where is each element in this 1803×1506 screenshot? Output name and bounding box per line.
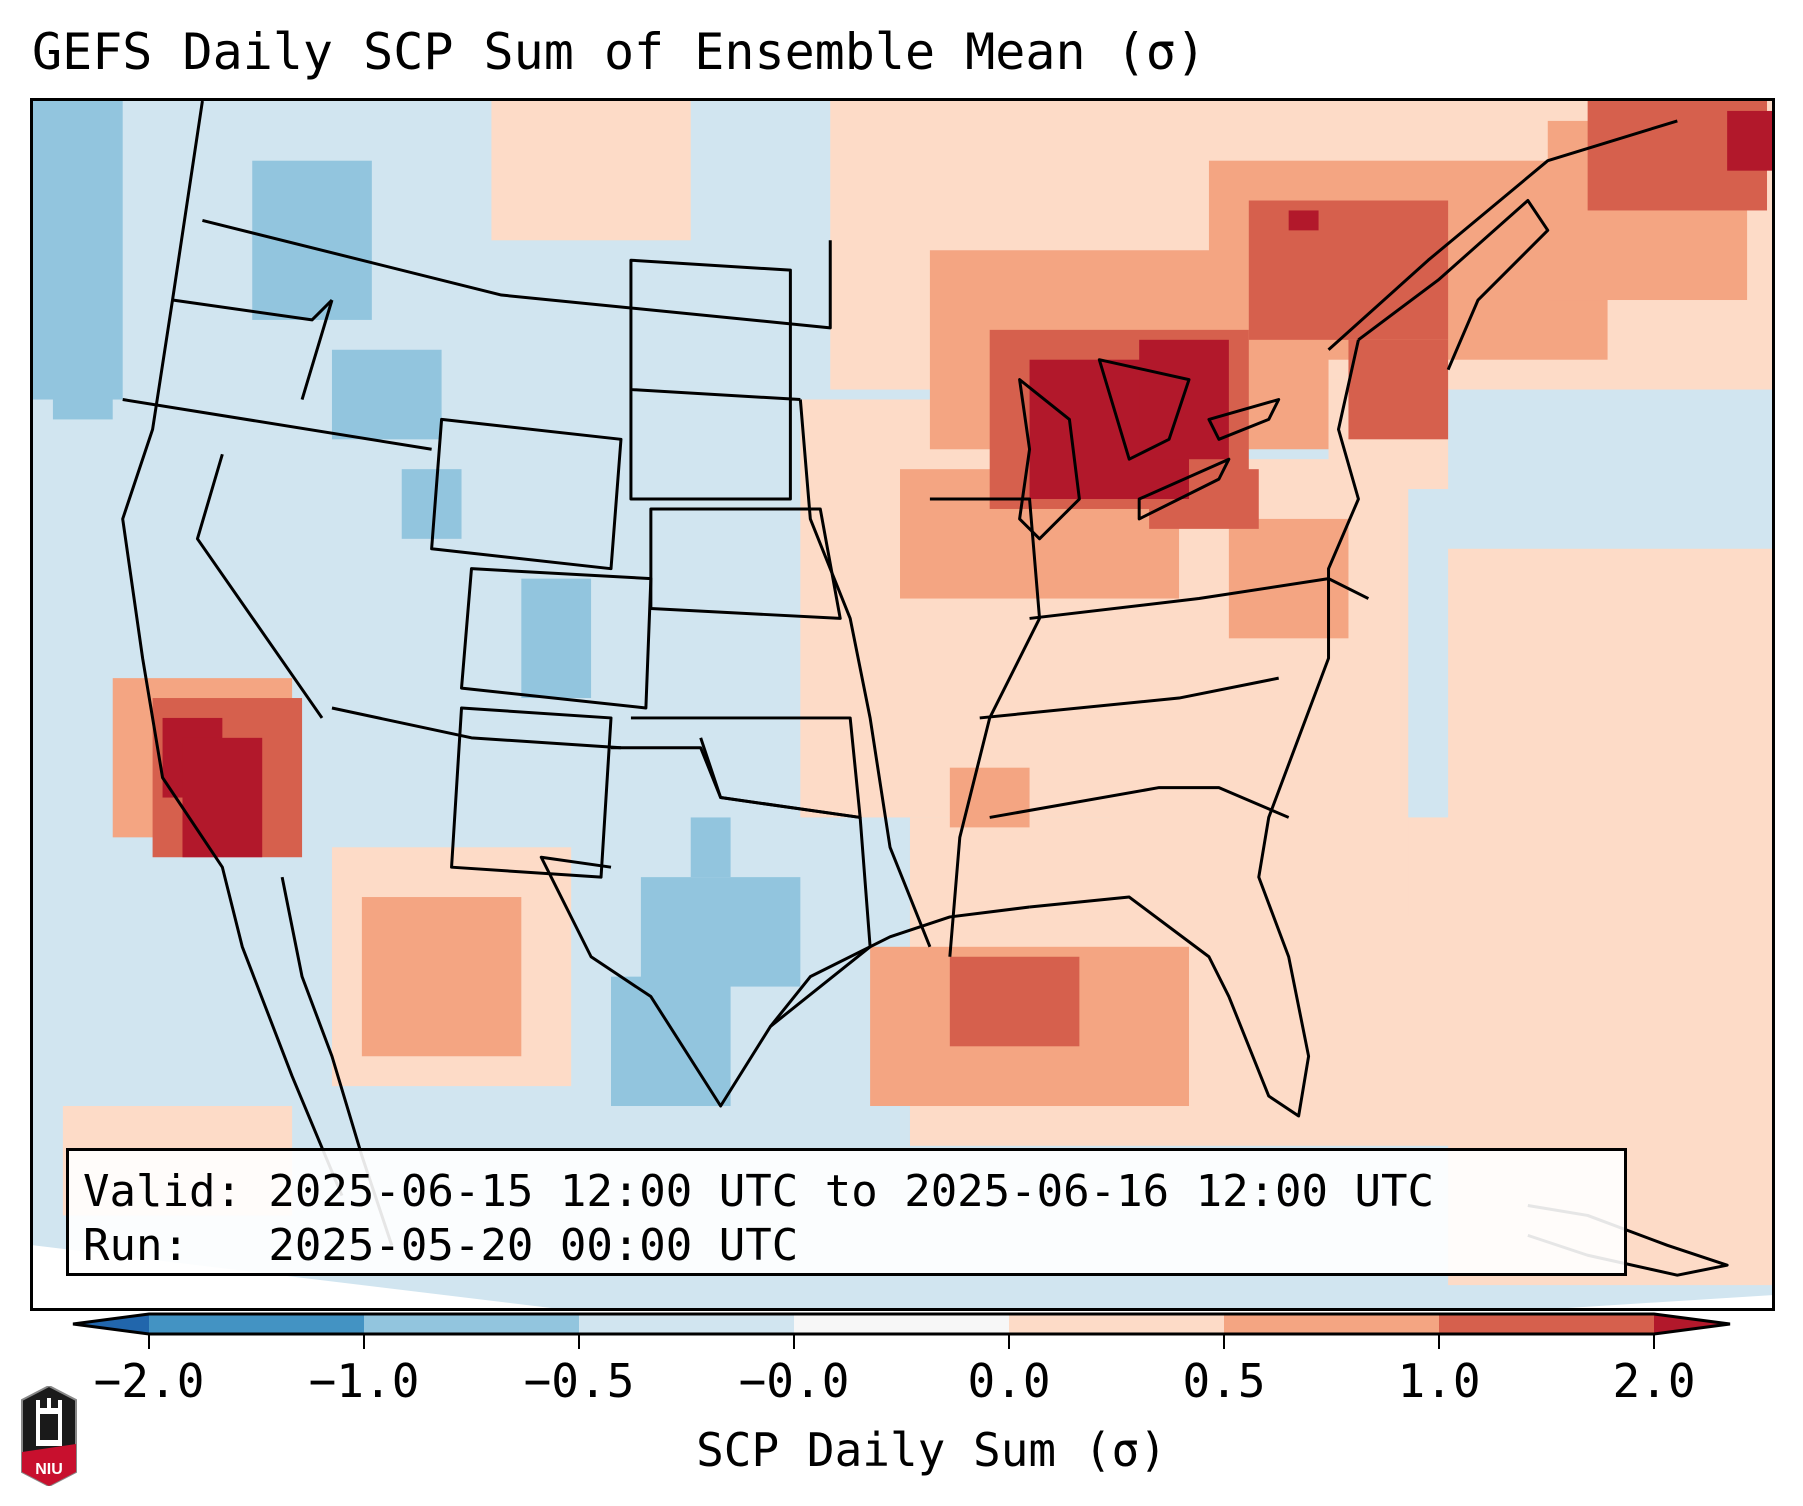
- gulf-coast: [769, 905, 1030, 1028]
- colorbar-extend-min: [73, 1314, 149, 1334]
- colorbar-segment: [579, 1314, 795, 1334]
- southeast: [989, 786, 1290, 819]
- id-mt: [300, 299, 334, 400]
- colorbar-segment: [364, 1314, 580, 1334]
- chart-title: GEFS Daily SCP Sum of Ensemble Mean (σ): [32, 23, 1206, 81]
- nv: [195, 453, 324, 719]
- colorbar-tick-label: −0.0: [738, 1354, 850, 1408]
- east-coast: [1029, 339, 1360, 1118]
- niu-logo-icon: NIU: [21, 1386, 77, 1486]
- midwest: [929, 497, 1042, 957]
- colorbar-tick-label: 0.5: [1182, 1354, 1266, 1408]
- colorbar-tick-label: −2.0: [93, 1354, 205, 1408]
- valid-run-info-box: Valid: 2025-06-15 12:00 UTC to 2025-06-1…: [66, 1148, 1627, 1276]
- state-borders: [121, 101, 1729, 1277]
- or-wa: [172, 298, 334, 322]
- colorbar-segment: [1439, 1314, 1655, 1334]
- lake-ontario: [1207, 398, 1281, 441]
- canada-border: [202, 218, 832, 330]
- dakotas: [629, 258, 801, 501]
- colorbar-tick-label: −1.0: [308, 1354, 420, 1408]
- ks-ne: [649, 507, 842, 620]
- nm: [450, 706, 613, 879]
- colorbar: [72, 1312, 1731, 1349]
- colorbar-tick-label: 0.0: [967, 1354, 1051, 1408]
- heatmap-cells-extreme-positive: [162, 110, 1772, 858]
- colorbar-tick-label: 2.0: [1612, 1354, 1696, 1408]
- run-time-text: Run: 2025-05-20 00:00 UTC: [83, 1220, 799, 1271]
- colorbar-tick-label: −0.5: [523, 1354, 635, 1408]
- mississippi: [798, 399, 932, 948]
- ut-az: [331, 706, 622, 750]
- scp-heatmap: [33, 101, 1772, 1308]
- ohio-valley: [1029, 577, 1370, 620]
- great-lakes-hu: [1097, 358, 1191, 461]
- west-coast: [121, 101, 344, 1197]
- tn: [979, 676, 1279, 720]
- lake-erie: [1137, 457, 1231, 521]
- map-panel: [30, 98, 1775, 1311]
- colorbar-tick-label: 1.0: [1397, 1354, 1481, 1408]
- great-lakes-mi: [1018, 378, 1081, 541]
- logo-text: NIU: [35, 1461, 63, 1478]
- co: [460, 567, 653, 710]
- colorbar-segment: [1224, 1314, 1440, 1334]
- colorbar-extend-max: [1654, 1314, 1730, 1334]
- wy: [430, 417, 623, 571]
- colorbar-segment: [149, 1314, 365, 1334]
- valid-time-text: Valid: 2025-06-15 12:00 UTC to 2025-06-1…: [83, 1166, 1435, 1217]
- colorbar-segment: [794, 1314, 1010, 1334]
- heatmap-cells-negative: [33, 101, 801, 1107]
- colorbar-label: SCP Daily Sum (σ): [696, 1423, 1167, 1477]
- new-england: [1357, 199, 1550, 371]
- or-ca: [122, 398, 432, 451]
- st-lawrence: [1327, 119, 1678, 351]
- colorbar-segment: [1009, 1314, 1225, 1334]
